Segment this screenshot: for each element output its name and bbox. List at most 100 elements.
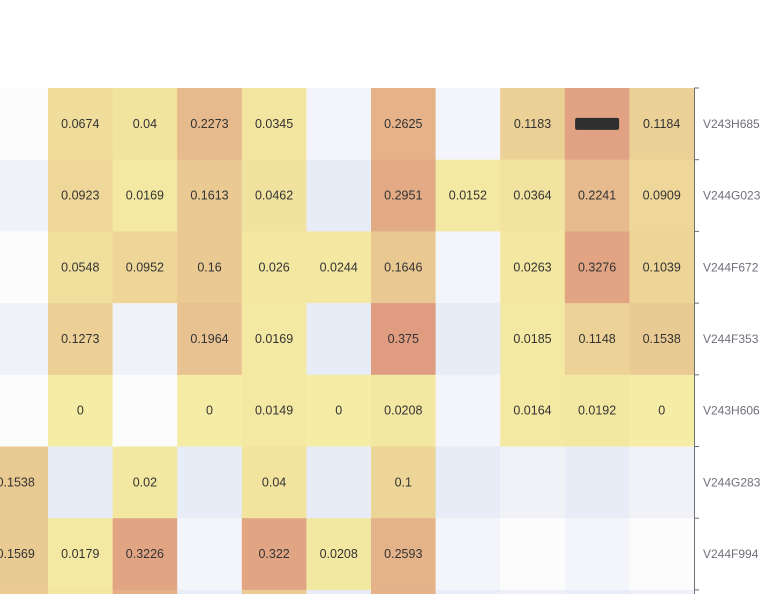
cell-label: 0.0208 — [384, 404, 422, 418]
heatmap-cell[interactable] — [241, 446, 307, 519]
heatmap-cell[interactable] — [112, 88, 178, 161]
cell-label: 0.322 — [258, 547, 289, 561]
heatmap-cell[interactable] — [371, 303, 437, 376]
heatmap-cell[interactable] — [241, 303, 307, 376]
heatmap-cell[interactable] — [241, 231, 307, 304]
heatmap-cell[interactable] — [306, 303, 372, 376]
heatmap-cell[interactable] — [629, 374, 695, 447]
heatmap-cell[interactable] — [0, 231, 49, 304]
heatmap-cell[interactable] — [48, 446, 114, 519]
heatmap-cell[interactable] — [112, 589, 178, 594]
heatmap-cell[interactable] — [241, 518, 307, 591]
heatmap-cell[interactable] — [112, 374, 178, 447]
heatmap-cell[interactable] — [177, 88, 243, 161]
cell-label: 0.0244 — [320, 260, 358, 274]
heatmap-cell[interactable] — [629, 446, 695, 519]
heatmap-cell[interactable] — [306, 231, 372, 304]
heatmap-cell[interactable] — [629, 518, 695, 591]
heatmap-cell[interactable] — [435, 589, 501, 594]
heatmap-cell[interactable] — [435, 303, 501, 376]
cell-label: 0.375 — [388, 332, 419, 346]
heatmap-cell[interactable] — [564, 303, 630, 376]
heatmap-cell[interactable] — [629, 88, 695, 161]
heatmap-cell[interactable] — [306, 88, 372, 161]
heatmap-cell[interactable] — [500, 88, 566, 161]
heatmap-cell[interactable] — [371, 88, 437, 161]
heatmap-cell[interactable] — [177, 374, 243, 447]
heatmap-cell[interactable] — [48, 159, 114, 232]
heatmap-cell[interactable] — [500, 446, 566, 519]
cell-label: 0.0208 — [320, 547, 358, 561]
heatmap-cell[interactable] — [0, 589, 49, 594]
heatmap-cell[interactable] — [0, 303, 49, 376]
heatmap-cell[interactable] — [564, 231, 630, 304]
heatmap-cell[interactable] — [500, 374, 566, 447]
heatmap-cell[interactable] — [306, 589, 372, 594]
heatmap-cell[interactable] — [112, 303, 178, 376]
heatmap-cell[interactable] — [371, 589, 437, 594]
heatmap-cell[interactable] — [241, 159, 307, 232]
heatmap-cell[interactable] — [371, 374, 437, 447]
heatmap-cell[interactable] — [48, 231, 114, 304]
heatmap-cell[interactable] — [435, 88, 501, 161]
heatmap-cell[interactable] — [629, 589, 695, 594]
heatmap-cell[interactable] — [500, 231, 566, 304]
heatmap-cell[interactable] — [112, 518, 178, 591]
heatmap-cell[interactable] — [241, 88, 307, 161]
heatmap-cell[interactable] — [306, 374, 372, 447]
heatmap-cell[interactable] — [564, 374, 630, 447]
cell-label: 0.0263 — [513, 260, 551, 274]
heatmap-cell[interactable] — [48, 88, 114, 161]
heatmap-cell[interactable] — [500, 589, 566, 594]
heatmap-cell[interactable] — [177, 446, 243, 519]
heatmap-cell[interactable] — [435, 446, 501, 519]
heatmap-cell[interactable] — [241, 374, 307, 447]
heatmap-cell[interactable] — [435, 518, 501, 591]
heatmap-cell[interactable] — [564, 589, 630, 594]
heatmap-cell[interactable] — [371, 231, 437, 304]
heatmap-cell[interactable] — [112, 231, 178, 304]
heatmap-cell[interactable] — [564, 159, 630, 232]
heatmap-cell[interactable] — [177, 303, 243, 376]
heatmap-cell[interactable] — [500, 159, 566, 232]
heatmap-cell[interactable] — [48, 589, 114, 594]
heatmap-cell[interactable] — [371, 518, 437, 591]
heatmap-cell[interactable] — [306, 446, 372, 519]
cell-label: 0.0192 — [578, 404, 616, 418]
heatmap-cell[interactable] — [435, 159, 501, 232]
heatmap-cell[interactable] — [0, 374, 49, 447]
heatmap-cell[interactable] — [0, 88, 49, 161]
cell-label: 0.1 — [395, 475, 412, 489]
heatmap-cell[interactable] — [500, 518, 566, 591]
heatmap-cell[interactable] — [629, 159, 695, 232]
heatmap-cell[interactable] — [0, 446, 49, 519]
heatmap-cell[interactable] — [564, 518, 630, 591]
heatmap-cell[interactable] — [48, 303, 114, 376]
heatmap-cell[interactable] — [435, 231, 501, 304]
heatmap-cell[interactable] — [306, 159, 372, 232]
heatmap-cell[interactable] — [177, 518, 243, 591]
heatmap-cell[interactable] — [177, 159, 243, 232]
heatmap-cell[interactable] — [371, 159, 437, 232]
heatmap-cell[interactable] — [0, 159, 49, 232]
heatmap-cell[interactable] — [500, 303, 566, 376]
heatmap-cell[interactable] — [629, 303, 695, 376]
heatmap-cell[interactable] — [112, 446, 178, 519]
heatmap-cell[interactable] — [112, 159, 178, 232]
cell-label: 0.04 — [262, 475, 286, 489]
heatmap-cell[interactable] — [629, 231, 695, 304]
cell-label: 0.0909 — [643, 189, 681, 203]
heatmap-cell[interactable] — [371, 446, 437, 519]
cell-label: 0.1273 — [61, 332, 99, 346]
heatmap-cell[interactable] — [435, 374, 501, 447]
heatmap-cell[interactable] — [306, 518, 372, 591]
heatmap-cell[interactable] — [177, 589, 243, 594]
heatmap-cell[interactable] — [177, 231, 243, 304]
cell-label: 0.1148 — [578, 332, 615, 346]
heatmap-cell[interactable] — [48, 518, 114, 591]
heatmap-cell[interactable] — [48, 374, 114, 447]
heatmap-cell[interactable] — [0, 518, 49, 591]
heatmap-cell[interactable] — [564, 446, 630, 519]
heatmap-cell[interactable] — [241, 589, 307, 594]
y-tick-label: V244F994 — [703, 547, 759, 561]
